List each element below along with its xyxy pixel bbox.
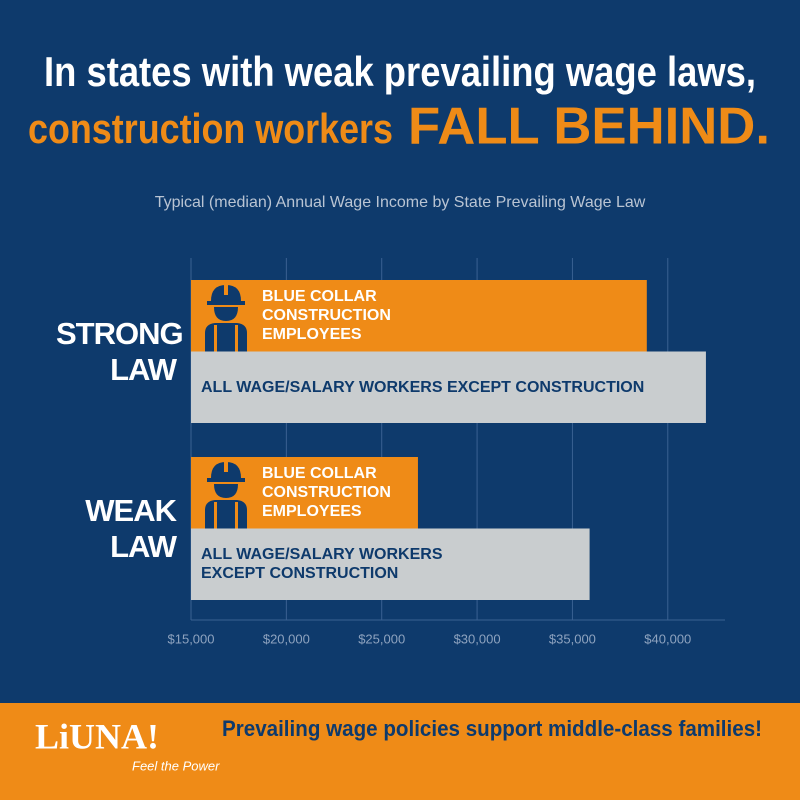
bar-label: ALL WAGE/SALARY WORKERS EXCEPT CONSTRUCT… [201,378,645,396]
logo: LiUNA! [35,716,159,756]
hat-ridge [224,283,228,295]
footer-band [0,703,800,800]
x-tick-label: $15,000 [168,631,215,646]
strap [235,325,238,353]
x-tick-label: $40,000 [644,631,691,646]
bar [191,351,706,423]
tagline: Feel the Power [132,758,220,773]
title-emphasis: FALL BEHIND. [408,98,770,156]
strap [235,502,238,530]
strap [214,502,217,530]
x-tick-label: $35,000 [549,631,596,646]
body [205,500,247,530]
x-tick-label: $25,000 [358,631,405,646]
strap [214,325,217,353]
hat-ridge [224,460,228,472]
bar-label: BLUE COLLAR CONSTRUCTION EMPLOYEES [262,288,391,343]
category-label: WEAK LAW [85,492,177,564]
footer-message: Prevailing wage policies support middle-… [222,716,762,741]
title: construction workers [28,105,393,152]
title: In states with weak prevailing wage laws… [44,48,756,95]
category-label: STRONG LAW [56,315,184,387]
bar [191,528,590,600]
face [214,307,238,321]
body [205,323,247,353]
face [214,484,238,498]
worker-icon [205,283,247,353]
x-tick-label: $30,000 [454,631,501,646]
worker-icon [205,460,247,530]
bar [191,280,647,352]
bar-label: BLUE COLLAR CONSTRUCTION EMPLOYEES [262,465,391,520]
bar-label: ALL WAGE/SALARY WORKERS EXCEPT CONSTRUCT… [201,546,443,583]
subtitle: Typical (median) Annual Wage Income by S… [155,194,646,211]
x-tick-label: $20,000 [263,631,310,646]
